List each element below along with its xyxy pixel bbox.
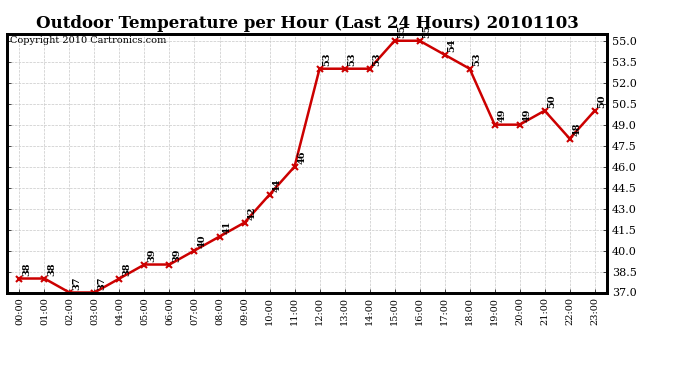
- Text: 40: 40: [197, 234, 206, 248]
- Title: Outdoor Temperature per Hour (Last 24 Hours) 20101103: Outdoor Temperature per Hour (Last 24 Ho…: [36, 15, 578, 32]
- Text: 39: 39: [172, 248, 181, 262]
- Text: 38: 38: [22, 262, 31, 276]
- Text: 53: 53: [322, 53, 331, 66]
- Text: 53: 53: [347, 53, 356, 66]
- Text: 49: 49: [522, 108, 531, 122]
- Text: 50: 50: [547, 94, 556, 108]
- Text: Copyright 2010 Cartronics.com: Copyright 2010 Cartronics.com: [10, 36, 166, 45]
- Text: 39: 39: [147, 248, 156, 262]
- Text: 37: 37: [97, 276, 106, 290]
- Text: 42: 42: [247, 206, 256, 220]
- Text: 55: 55: [397, 24, 406, 38]
- Text: 55: 55: [422, 24, 431, 38]
- Text: 50: 50: [598, 94, 607, 108]
- Text: 46: 46: [297, 150, 306, 164]
- Text: 38: 38: [122, 262, 131, 276]
- Text: 38: 38: [47, 262, 56, 276]
- Text: 41: 41: [222, 220, 231, 234]
- Text: 53: 53: [473, 53, 482, 66]
- Text: 53: 53: [373, 53, 382, 66]
- Text: 44: 44: [273, 178, 282, 192]
- Text: 37: 37: [72, 276, 81, 290]
- Text: 49: 49: [497, 108, 506, 122]
- Text: 48: 48: [573, 122, 582, 136]
- Text: 54: 54: [447, 39, 456, 52]
